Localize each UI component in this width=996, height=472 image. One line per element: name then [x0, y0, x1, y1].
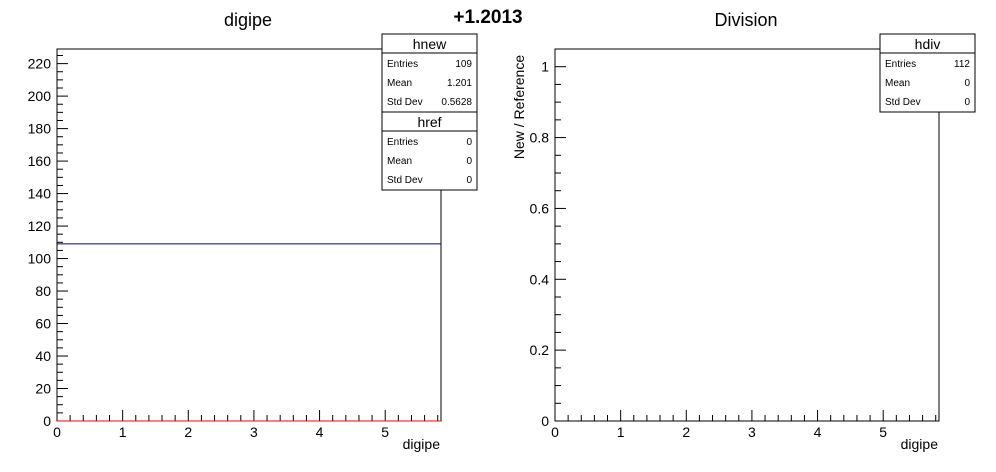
stats-value: 0 [964, 97, 970, 108]
x-tick-label: 5 [879, 424, 887, 440]
stats-label: Mean [387, 156, 412, 167]
y-tick-label: 1 [541, 59, 549, 75]
y-tick-label: 220 [28, 56, 52, 72]
stats-value: 0 [964, 78, 970, 89]
y-tick-label: 160 [28, 153, 52, 169]
stats-value: 0 [466, 156, 472, 167]
x-tick-label: 2 [184, 424, 192, 440]
y-tick-label: 120 [28, 218, 52, 234]
page-title: +1.2013 [453, 7, 522, 28]
stats-label: Entries [387, 137, 418, 148]
y-tick-label: 0 [541, 413, 549, 429]
right-panel: Division 0 1 2 3 4 5 0 0.2 0.4 0.6 0.8 1 digipe New / … [511, 10, 976, 452]
y-tick-label: 20 [35, 381, 51, 397]
y-tick-label: 0.6 [530, 200, 550, 216]
x-tick-label: 4 [316, 424, 324, 440]
x-tick-label: 5 [381, 424, 389, 440]
stats-box-hdiv [879, 33, 976, 113]
y-axis-label: New / Reference [511, 55, 527, 159]
y-tick-label: 0.4 [530, 271, 550, 287]
x-tick-label: 3 [748, 424, 756, 440]
stats-value: 0 [466, 137, 472, 148]
x-tick-label: 0 [551, 424, 559, 440]
x-tick-label: 0 [53, 424, 61, 440]
y-tick-label: 80 [35, 283, 51, 299]
x-tick-label: 3 [250, 424, 258, 440]
y-tick-label: 100 [28, 251, 52, 267]
y-tick-label: 0 [43, 413, 51, 429]
stats-title: href [417, 114, 441, 130]
stats-title: hnew [413, 36, 447, 52]
stats-box-href [381, 111, 478, 191]
y-tick-label: 180 [28, 121, 52, 137]
x-axis-label: digipe [403, 436, 441, 452]
y-tick-label: 0.8 [530, 130, 550, 146]
x-tick-label: 1 [119, 424, 127, 440]
stats-title: hdiv [915, 36, 941, 52]
chart-title: Division [714, 10, 777, 30]
stats-value: 0.5628 [441, 97, 472, 108]
stats-label: Std Dev [387, 97, 423, 108]
stats-value: 0 [466, 175, 472, 186]
stats-label: Mean [387, 78, 412, 89]
y-tick-label: 200 [28, 88, 52, 104]
y-tick-label: 60 [35, 316, 51, 332]
stats-label: Std Dev [885, 97, 921, 108]
stats-label: Mean [885, 78, 910, 89]
stats-label: Std Dev [387, 175, 423, 186]
left-panel: digipe 0 1 2 3 4 5 0 20 40 60 80 100 120 140 160 180 200 2… [28, 10, 478, 452]
x-tick-label: 1 [617, 424, 625, 440]
x-tick-label: 4 [814, 424, 822, 440]
stats-label: Entries [885, 59, 916, 70]
stats-value: 109 [455, 59, 472, 70]
y-tick-label: 0.2 [530, 342, 550, 358]
plot-frame [554, 48, 940, 422]
stats-value: 1.201 [447, 78, 472, 89]
y-tick-label: 40 [35, 348, 51, 364]
stats-label: Entries [387, 59, 418, 70]
y-tick-label: 140 [28, 186, 52, 202]
x-axis-label: digipe [901, 436, 939, 452]
chart-title: digipe [224, 10, 272, 30]
x-tick-label: 2 [682, 424, 690, 440]
stats-value: 112 [954, 59, 970, 70]
